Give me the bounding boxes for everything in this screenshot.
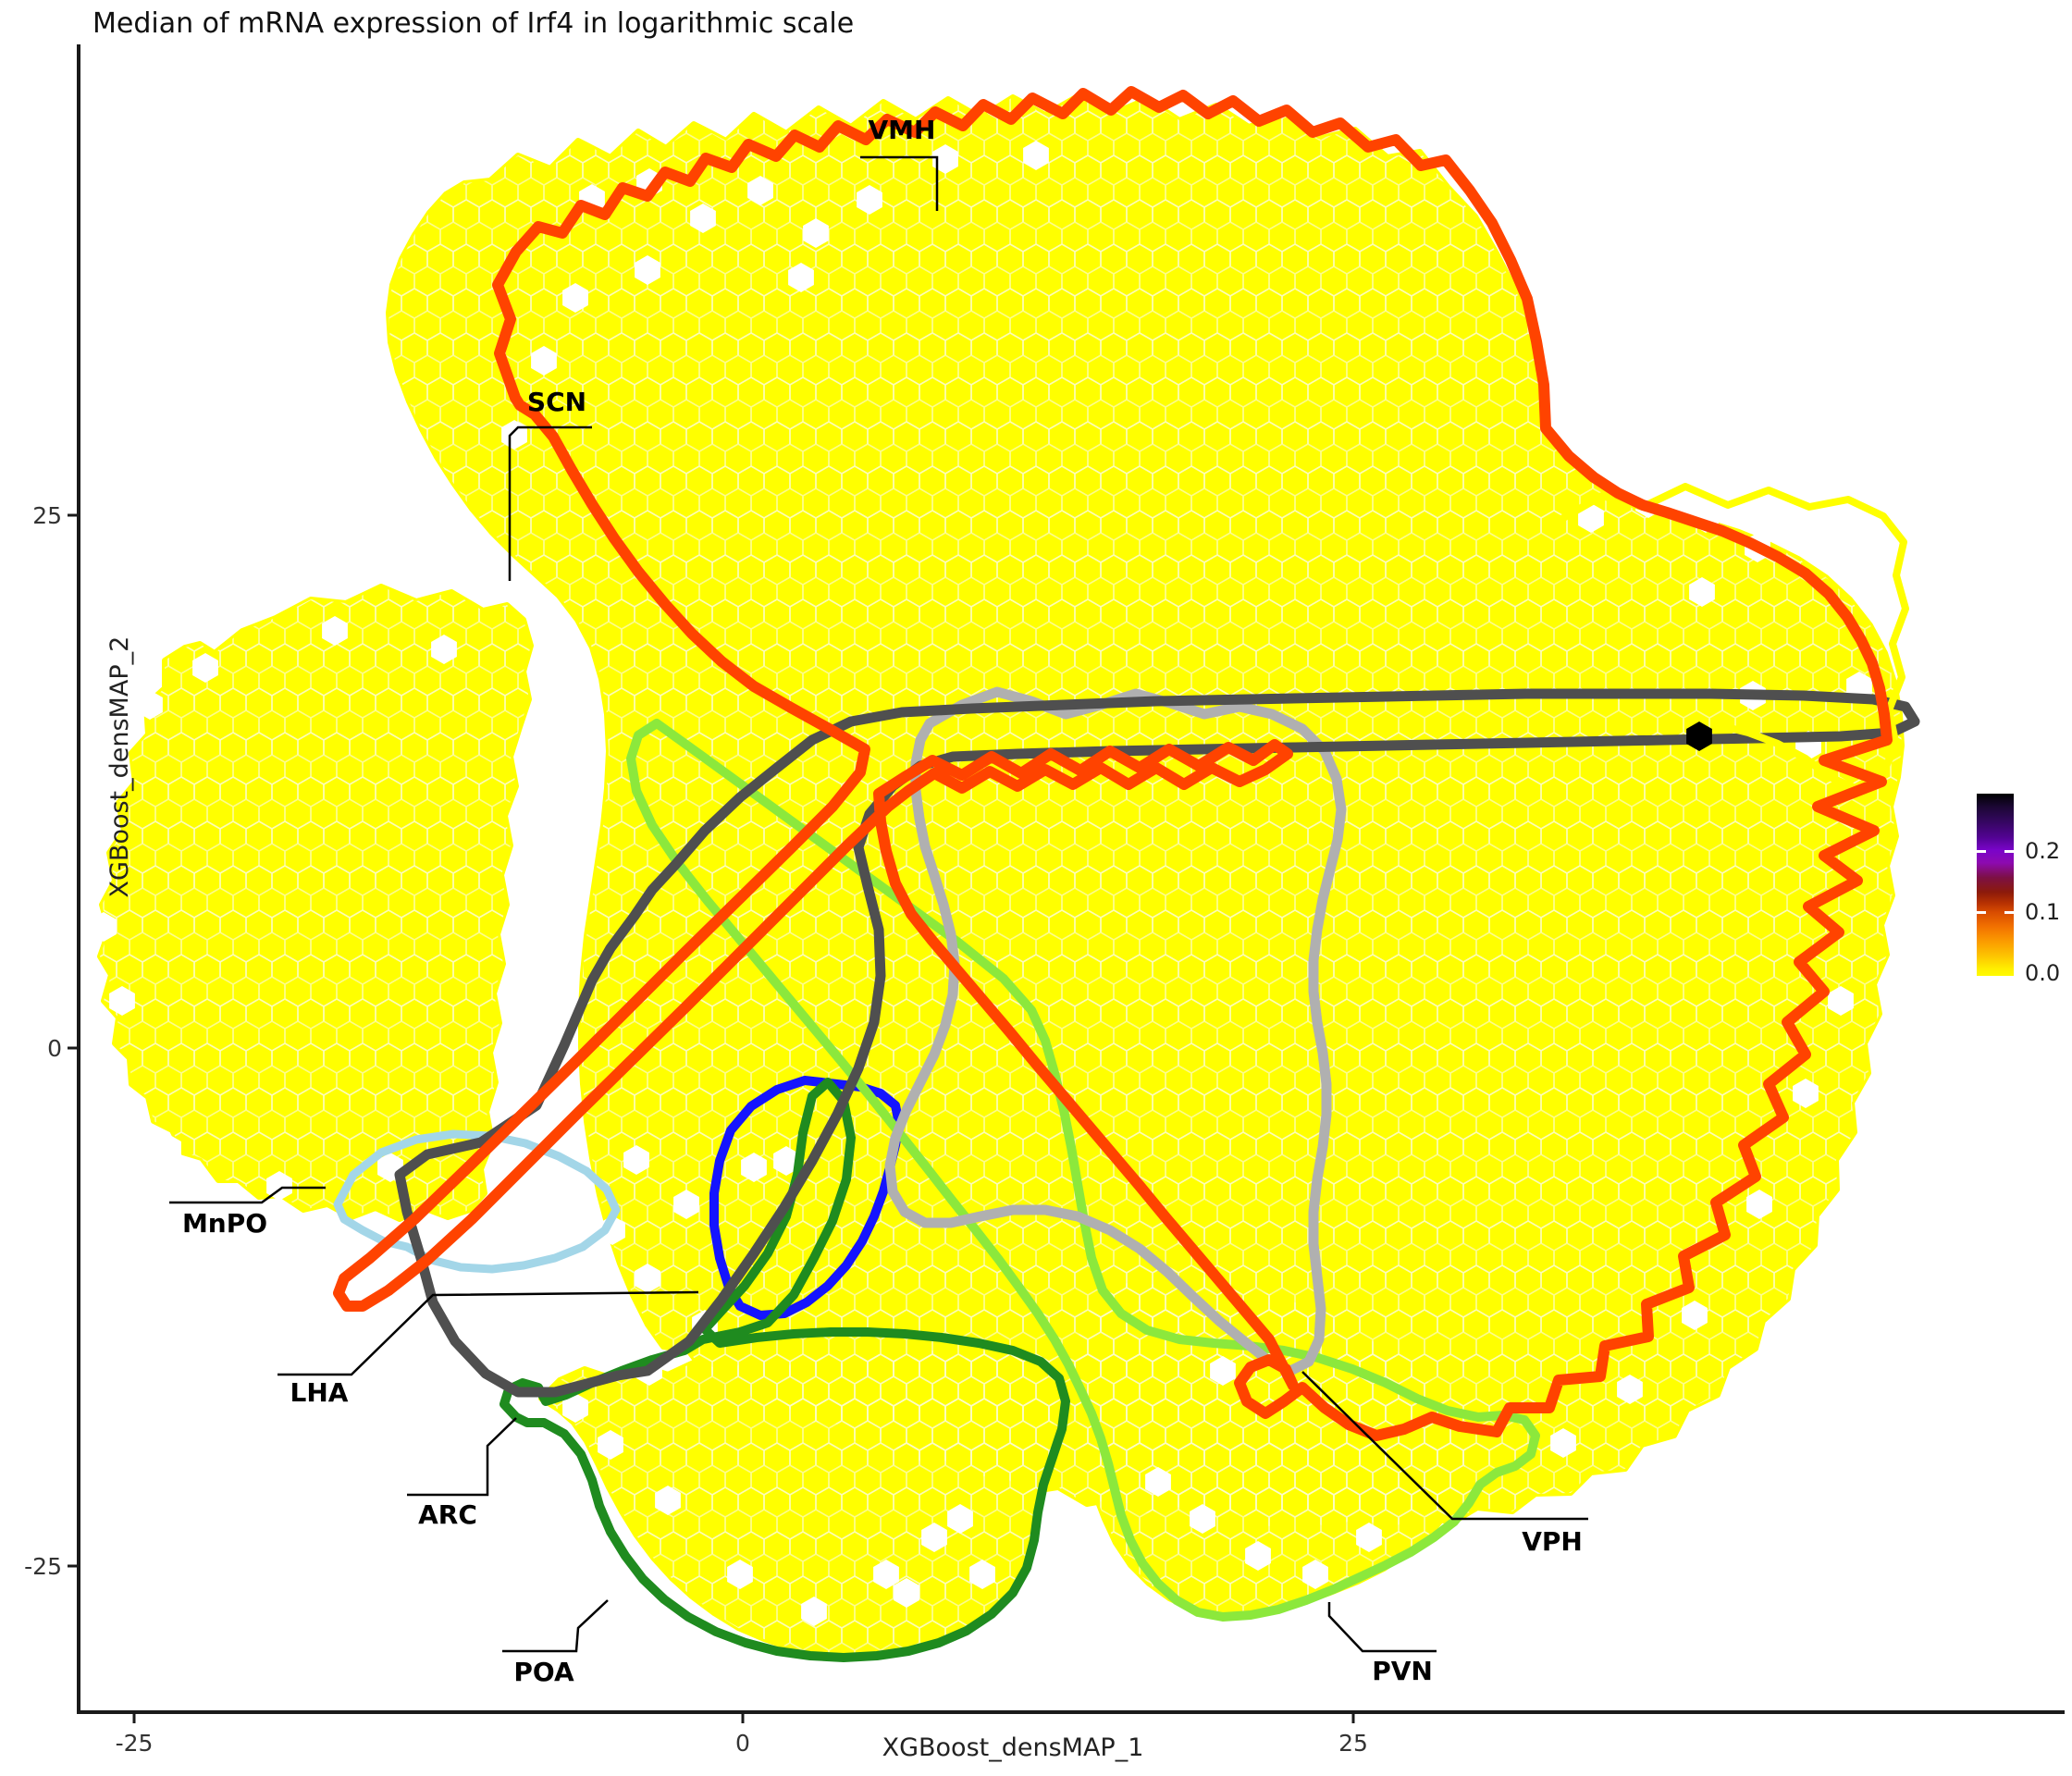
- empty-hex-hole: [773, 1146, 799, 1176]
- region-label-poa: POA: [513, 1657, 574, 1687]
- leader-line-vmh: [860, 155, 939, 211]
- empty-hex-hole: [109, 986, 135, 1016]
- empty-hex-hole: [562, 1393, 588, 1423]
- empty-hex-hole: [741, 1153, 767, 1182]
- y-axis-label: XGBoost_densMAP_2: [105, 635, 134, 898]
- colorbar-tick-label: 0.0: [2025, 960, 2061, 986]
- empty-hex-hole: [673, 1190, 699, 1219]
- hexbin-seams: [388, 96, 1902, 1528]
- colorbar-tick-mark: [2004, 911, 2014, 914]
- empty-hex-hole: [803, 218, 829, 248]
- empty-hex-hole: [564, 1171, 590, 1201]
- empty-hex-hole: [1682, 1301, 1708, 1330]
- empty-hex-hole: [562, 1541, 588, 1571]
- region-outline-lha: [394, 688, 1920, 1398]
- colorbar: 0.2 0.1 0.0: [1977, 794, 2060, 986]
- empty-hex-hole: [655, 1486, 681, 1515]
- region-label-scn: SCN: [527, 387, 586, 417]
- region-label-arc: ARC: [418, 1499, 477, 1530]
- empty-hex-hole: [969, 1560, 995, 1589]
- empty-hex-hole: [635, 1264, 660, 1293]
- region-label-lha: LHA: [290, 1377, 349, 1408]
- empty-hex-hole: [322, 616, 348, 646]
- empty-hex-hole: [857, 185, 882, 215]
- y-tick-label: 0: [47, 1035, 62, 1062]
- empty-hex-hole: [727, 1560, 753, 1589]
- y-tick-label: -25: [24, 1553, 62, 1580]
- chart-title: Median of mRNA expression of Irf4 in log…: [92, 7, 855, 40]
- empty-hex-hole: [1802, 509, 1828, 538]
- leader-line-vph: [1301, 1371, 1588, 1521]
- colorbar-tick-label: 0.1: [2025, 899, 2061, 925]
- region-label-vmh: VMH: [869, 115, 936, 145]
- empty-hex-hole: [1245, 1541, 1271, 1571]
- y-tick-label: 25: [32, 502, 62, 529]
- empty-hex-hole: [137, 690, 163, 720]
- empty-hex-hole: [1746, 1190, 1772, 1219]
- empty-hex-hole: [91, 912, 117, 942]
- empty-hex-hole: [1145, 1467, 1171, 1497]
- region-outline-vph: [884, 686, 1347, 1376]
- empty-hex-hole: [1550, 1428, 1576, 1458]
- empty-hex-hole: [579, 1310, 605, 1339]
- outlier-hex-point: [1686, 722, 1712, 751]
- empty-hex-hole: [801, 1597, 827, 1626]
- empty-hex-hole: [788, 263, 814, 292]
- empty-hex-hole: [192, 653, 218, 683]
- region-outline-mnpo: [333, 1129, 621, 1274]
- leader-line-mnpo: [169, 1186, 326, 1204]
- leader-line-pvn: [1327, 1602, 1437, 1653]
- empty-hex-hole: [562, 283, 588, 313]
- hexbin-seams: [541, 1349, 1056, 1656]
- empty-hex-hole: [1302, 1560, 1328, 1589]
- x-axis-label: XGBoost_densMAP_1: [882, 1733, 1144, 1762]
- empty-hex-hole: [894, 1578, 919, 1608]
- leader-line-arc: [407, 1417, 517, 1497]
- region-outline-scn-right-accent: [1560, 483, 1909, 792]
- empty-hex-hole: [635, 255, 660, 285]
- empty-hex-hole: [1005, 1597, 1030, 1626]
- region-outline-poa-arc: [500, 1078, 1070, 1662]
- empty-hex-hole: [155, 1134, 181, 1164]
- colorbar-tick-mark: [1977, 850, 1986, 853]
- colorbar-tick-label: 0.2: [2025, 838, 2061, 864]
- region-label-mnpo: MnPO: [182, 1208, 267, 1239]
- empty-hex-hole: [947, 1504, 973, 1534]
- empty-hex-hole: [1023, 141, 1049, 170]
- empty-hex-hole: [1190, 1504, 1215, 1534]
- empty-hex-hole: [623, 1145, 649, 1175]
- empty-hex-hole: [431, 635, 457, 664]
- empty-hex-hole: [1356, 1523, 1382, 1552]
- empty-hex-hole: [1793, 1079, 1819, 1108]
- region-label-pvn: PVN: [1372, 1656, 1433, 1686]
- leader-line-lha: [278, 1290, 699, 1376]
- empty-hex-hole: [690, 204, 716, 233]
- empty-hex-hole: [932, 144, 958, 174]
- colorbar-tick-mark: [2004, 850, 2014, 853]
- empty-hex-hole: [873, 1560, 899, 1589]
- colorbar-tick-mark: [1977, 911, 1986, 914]
- leader-line-scn: [508, 426, 592, 581]
- x-tick-label: 25: [1338, 1730, 1368, 1757]
- empty-hex-hole: [531, 346, 557, 376]
- region-outline-blue: [709, 1076, 904, 1320]
- empty-hex-hole: [1828, 986, 1854, 1016]
- region-label-vph: VPH: [1522, 1526, 1583, 1557]
- colorbar-gradient: [1977, 794, 2014, 976]
- empty-hex-hole: [1617, 1375, 1643, 1404]
- empty-hex-hole: [1210, 1356, 1236, 1386]
- x-tick-label: -25: [116, 1730, 154, 1757]
- region-outline-pvn: [626, 719, 1540, 1622]
- empty-hex-hole: [635, 1597, 660, 1626]
- empty-hex-hole: [747, 176, 773, 205]
- empty-hex-hole: [921, 1523, 947, 1552]
- leader-line-poa: [502, 1599, 609, 1653]
- empty-hex-hole: [1578, 503, 1604, 533]
- x-tick-label: 0: [735, 1730, 750, 1757]
- empty-hex-hole: [1689, 577, 1715, 607]
- hexbin-seams: [100, 586, 531, 1219]
- empty-hex-hole: [598, 1430, 623, 1460]
